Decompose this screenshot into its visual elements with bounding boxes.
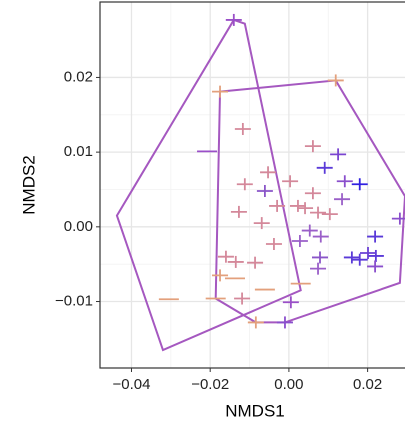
point [256,184,273,197]
x-axis-title: NMDS1 [225,401,285,420]
point [260,166,277,179]
point [312,230,329,243]
hull [115,18,302,352]
point [234,292,251,305]
y-axis-title: NMDS2 [19,155,38,215]
point [367,230,384,243]
point [212,85,229,98]
y-tick-label: −0.01 [55,292,93,309]
y-tick-label: 0.02 [64,68,93,85]
point [351,253,368,266]
point [367,260,384,273]
point [311,251,328,264]
point [327,74,344,87]
point [334,193,351,206]
x-tick-label: −0.02 [191,376,229,393]
hull [214,79,405,324]
point [310,206,327,219]
point [265,238,282,251]
point [212,269,229,282]
point [321,208,338,221]
point [230,205,247,218]
point [253,217,270,230]
point [330,148,347,161]
point [234,122,251,135]
point [336,175,353,188]
point [236,178,253,191]
point [301,224,318,237]
point [247,316,264,329]
point [269,199,286,212]
x-tick-label: −0.04 [112,376,150,393]
point [276,316,293,329]
x-tick-label: 0.00 [274,376,303,393]
point [289,199,306,212]
point [316,161,333,174]
point [217,250,234,263]
point [225,13,242,26]
x-tick-label: 0.02 [353,376,382,393]
y-tick-label: 0.00 [64,218,93,235]
point [297,202,314,215]
point [360,246,377,259]
point [367,249,384,262]
point [304,187,321,200]
point [391,212,405,225]
point [351,178,368,191]
y-tick-label: 0.01 [64,143,93,160]
point [304,140,321,153]
panel-border [99,1,405,369]
point [282,175,299,188]
point [343,251,360,264]
point [282,296,299,309]
point [247,256,264,269]
point [291,235,308,248]
point [227,255,244,268]
point [310,262,327,275]
